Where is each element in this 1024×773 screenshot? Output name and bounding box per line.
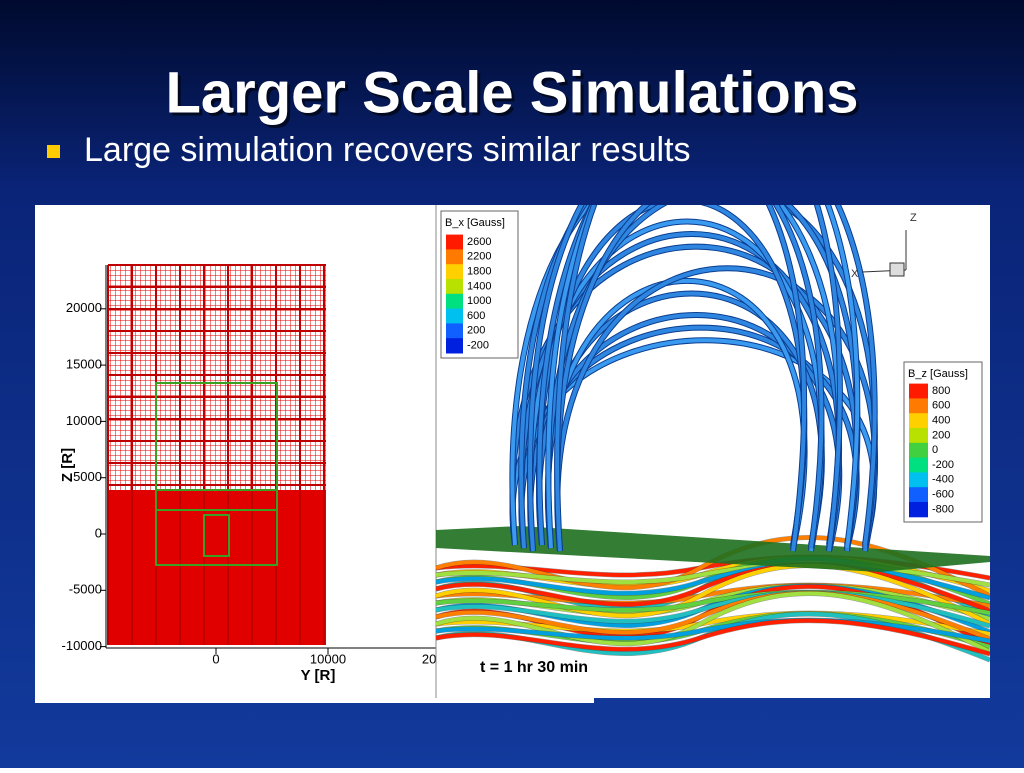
flux-tube [436,590,990,628]
y-tick-label: 0 [95,525,102,540]
legend-swatch [446,293,463,310]
legend-label: 400 [932,415,950,427]
flux-tube [436,563,990,626]
flux-tube [436,591,990,641]
axis-x-label: X [851,268,859,280]
legend-label: 0 [932,444,938,456]
y-tick-label: -10000 [62,638,102,653]
loop [555,266,878,552]
legend-swatch [446,279,463,295]
y-axis-label: Z [R] [59,448,76,482]
flux-tube [436,563,990,613]
legend-swatch [909,487,928,503]
legend-swatch [446,234,463,250]
mesh-fine [108,265,326,490]
axis-z-label: Z [910,212,917,224]
legend-label: 1400 [467,280,491,292]
legend-label: 200 [932,429,950,441]
legend-label: 1000 [467,295,491,307]
legend-swatch [909,502,928,518]
legend-label: -600 [932,489,954,501]
loop [555,205,842,552]
legend-label: -400 [932,474,954,486]
legend-label: -800 [932,503,954,515]
legend-label: -200 [467,340,489,352]
axis-triad: Z X [851,212,917,280]
legend-bx: B_x [Gauss] 2600 2200 1800 1400 1000 600 200 -2… [440,210,519,359]
loop [546,205,860,549]
bullet-text: Large simulation recovers similar result… [84,131,691,169]
legend-swatch [909,413,928,429]
mesh-plot: Z [R] Y [R] 20000 15000 10000 5000 0 -5000 -10… [59,264,458,684]
legend-swatch [909,442,928,459]
legend-label: 200 [467,325,485,337]
refinement-boxes [155,382,278,566]
time-annotation: t = 1 hr 30 min [480,659,588,676]
legend-label: 1800 [467,266,491,278]
legend-swatch [909,428,928,444]
title: Larger Scale Simulations [165,60,858,125]
legend-label: 800 [932,385,950,397]
flux-tube [436,591,990,654]
legend-title: B_x [Gauss] [445,217,505,229]
legend-label: 600 [932,400,950,412]
loop [528,205,807,552]
loop [510,205,841,546]
coronal-loops [509,205,879,552]
legend-swatch [446,338,463,354]
legend-swatch [446,264,463,280]
title-shadow: Larger Scale Simulations [168,63,861,128]
legend-swatch [909,383,928,399]
x-tick-label: 10000 [310,651,346,666]
y-tick-label: 20000 [66,300,102,315]
loop [537,205,877,546]
flux-tube [436,618,990,643]
legend-bz: B_z [Gauss] 800 600 400 200 0 -200 -400 -600 -80… [903,361,983,523]
legend-swatch [446,308,463,324]
mesh-dense [108,490,326,645]
y-tick-label: -5000 [69,582,102,597]
flux-tube [436,618,990,656]
legend-label: 2200 [467,251,491,263]
legend-swatch [909,457,928,473]
bullet-marker [47,145,60,158]
legend-swatch [446,249,463,265]
x-tick-label: 0 [212,651,219,666]
flux-tube [436,562,990,600]
flux-tube [436,590,990,615]
legend-label: 2600 [467,236,491,248]
photosphere-plane [436,526,990,572]
legend-swatch [446,323,463,339]
y-tick-label: 15000 [66,357,102,372]
legend-label: -200 [932,459,954,471]
legend-swatch [909,398,928,414]
legend-title: B_z [Gauss] [908,368,968,380]
y-tick-label: 5000 [73,469,102,484]
y-tick-label: 10000 [66,413,102,428]
x-axis-label: Y [R] [301,667,336,684]
legend-label: 600 [467,310,485,322]
loop [519,205,824,549]
legend-swatch [909,472,928,488]
